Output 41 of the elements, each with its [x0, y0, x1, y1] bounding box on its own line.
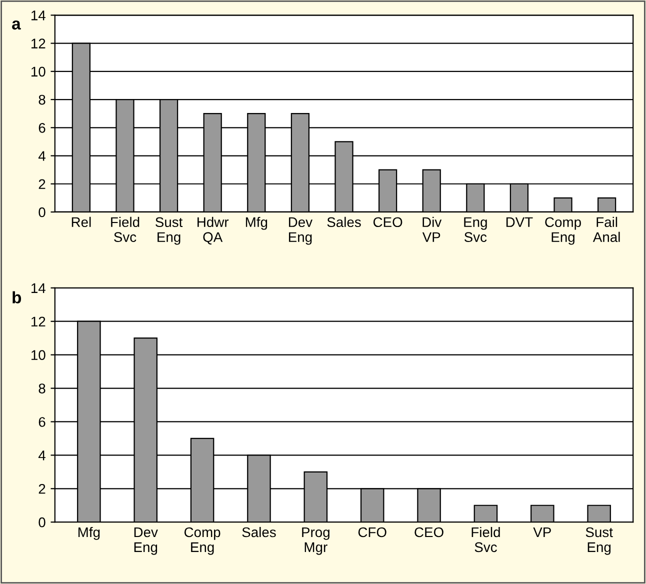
- x-tick-label: Sales: [242, 526, 276, 538]
- x-tick-label: Field Svc: [472, 526, 500, 552]
- x-tick-label: CFO: [358, 527, 386, 538]
- x-tick-label: Comp Eng: [545, 217, 581, 245]
- y-tick-label: 10: [31, 66, 46, 77]
- y-tick-label: 2: [38, 179, 46, 189]
- x-tick-label: Field Svc: [111, 216, 140, 242]
- x-tick-label: Mfg: [246, 216, 268, 230]
- y-tick-label: 2: [38, 484, 46, 494]
- x-tick-label: Dev Eng: [288, 217, 312, 245]
- y-tick-label: 4: [38, 151, 46, 161]
- x-tick-label: Sust Eng: [586, 527, 613, 555]
- y-tick-label: 12: [31, 316, 46, 326]
- y-tick-label: 12: [31, 38, 46, 48]
- x-tick-label: Div VP: [422, 216, 442, 242]
- x-tick-label: Sust Eng: [156, 217, 183, 245]
- x-tick-label: CEO: [414, 527, 444, 538]
- x-tick-label: Fail Anal: [592, 216, 620, 242]
- x-tick-label: Mfg: [78, 526, 100, 540]
- x-tick-label: VP: [533, 527, 551, 538]
- y-tick-label: 4: [38, 450, 46, 460]
- chart-title: b: [12, 291, 22, 304]
- y-tick-label: 6: [38, 122, 46, 133]
- y-tick-label: 6: [38, 417, 46, 427]
- y-tick-label: 14: [31, 283, 46, 293]
- x-tick-label: Sales: [327, 216, 361, 228]
- y-tick-label: 0: [38, 517, 46, 528]
- y-tick-label: 14: [31, 10, 46, 20]
- x-tick-label: Hdwr QA: [198, 216, 229, 244]
- x-tick-label: Comp Eng: [184, 527, 220, 555]
- y-tick-label: 10: [31, 350, 46, 360]
- y-tick-label: 8: [38, 384, 46, 394]
- chart-title: a: [12, 20, 21, 30]
- x-tick-label: Rel: [72, 216, 91, 228]
- y-tick-label: 8: [38, 94, 46, 105]
- x-tick-label: Eng Svc: [464, 217, 487, 242]
- x-tick-label: CEO: [373, 217, 402, 228]
- x-tick-label: Dev Eng: [134, 527, 158, 555]
- y-tick-label: 0: [38, 207, 46, 218]
- x-tick-label: Prog Mgr: [302, 527, 330, 555]
- x-tick-label: DVT: [506, 217, 533, 227]
